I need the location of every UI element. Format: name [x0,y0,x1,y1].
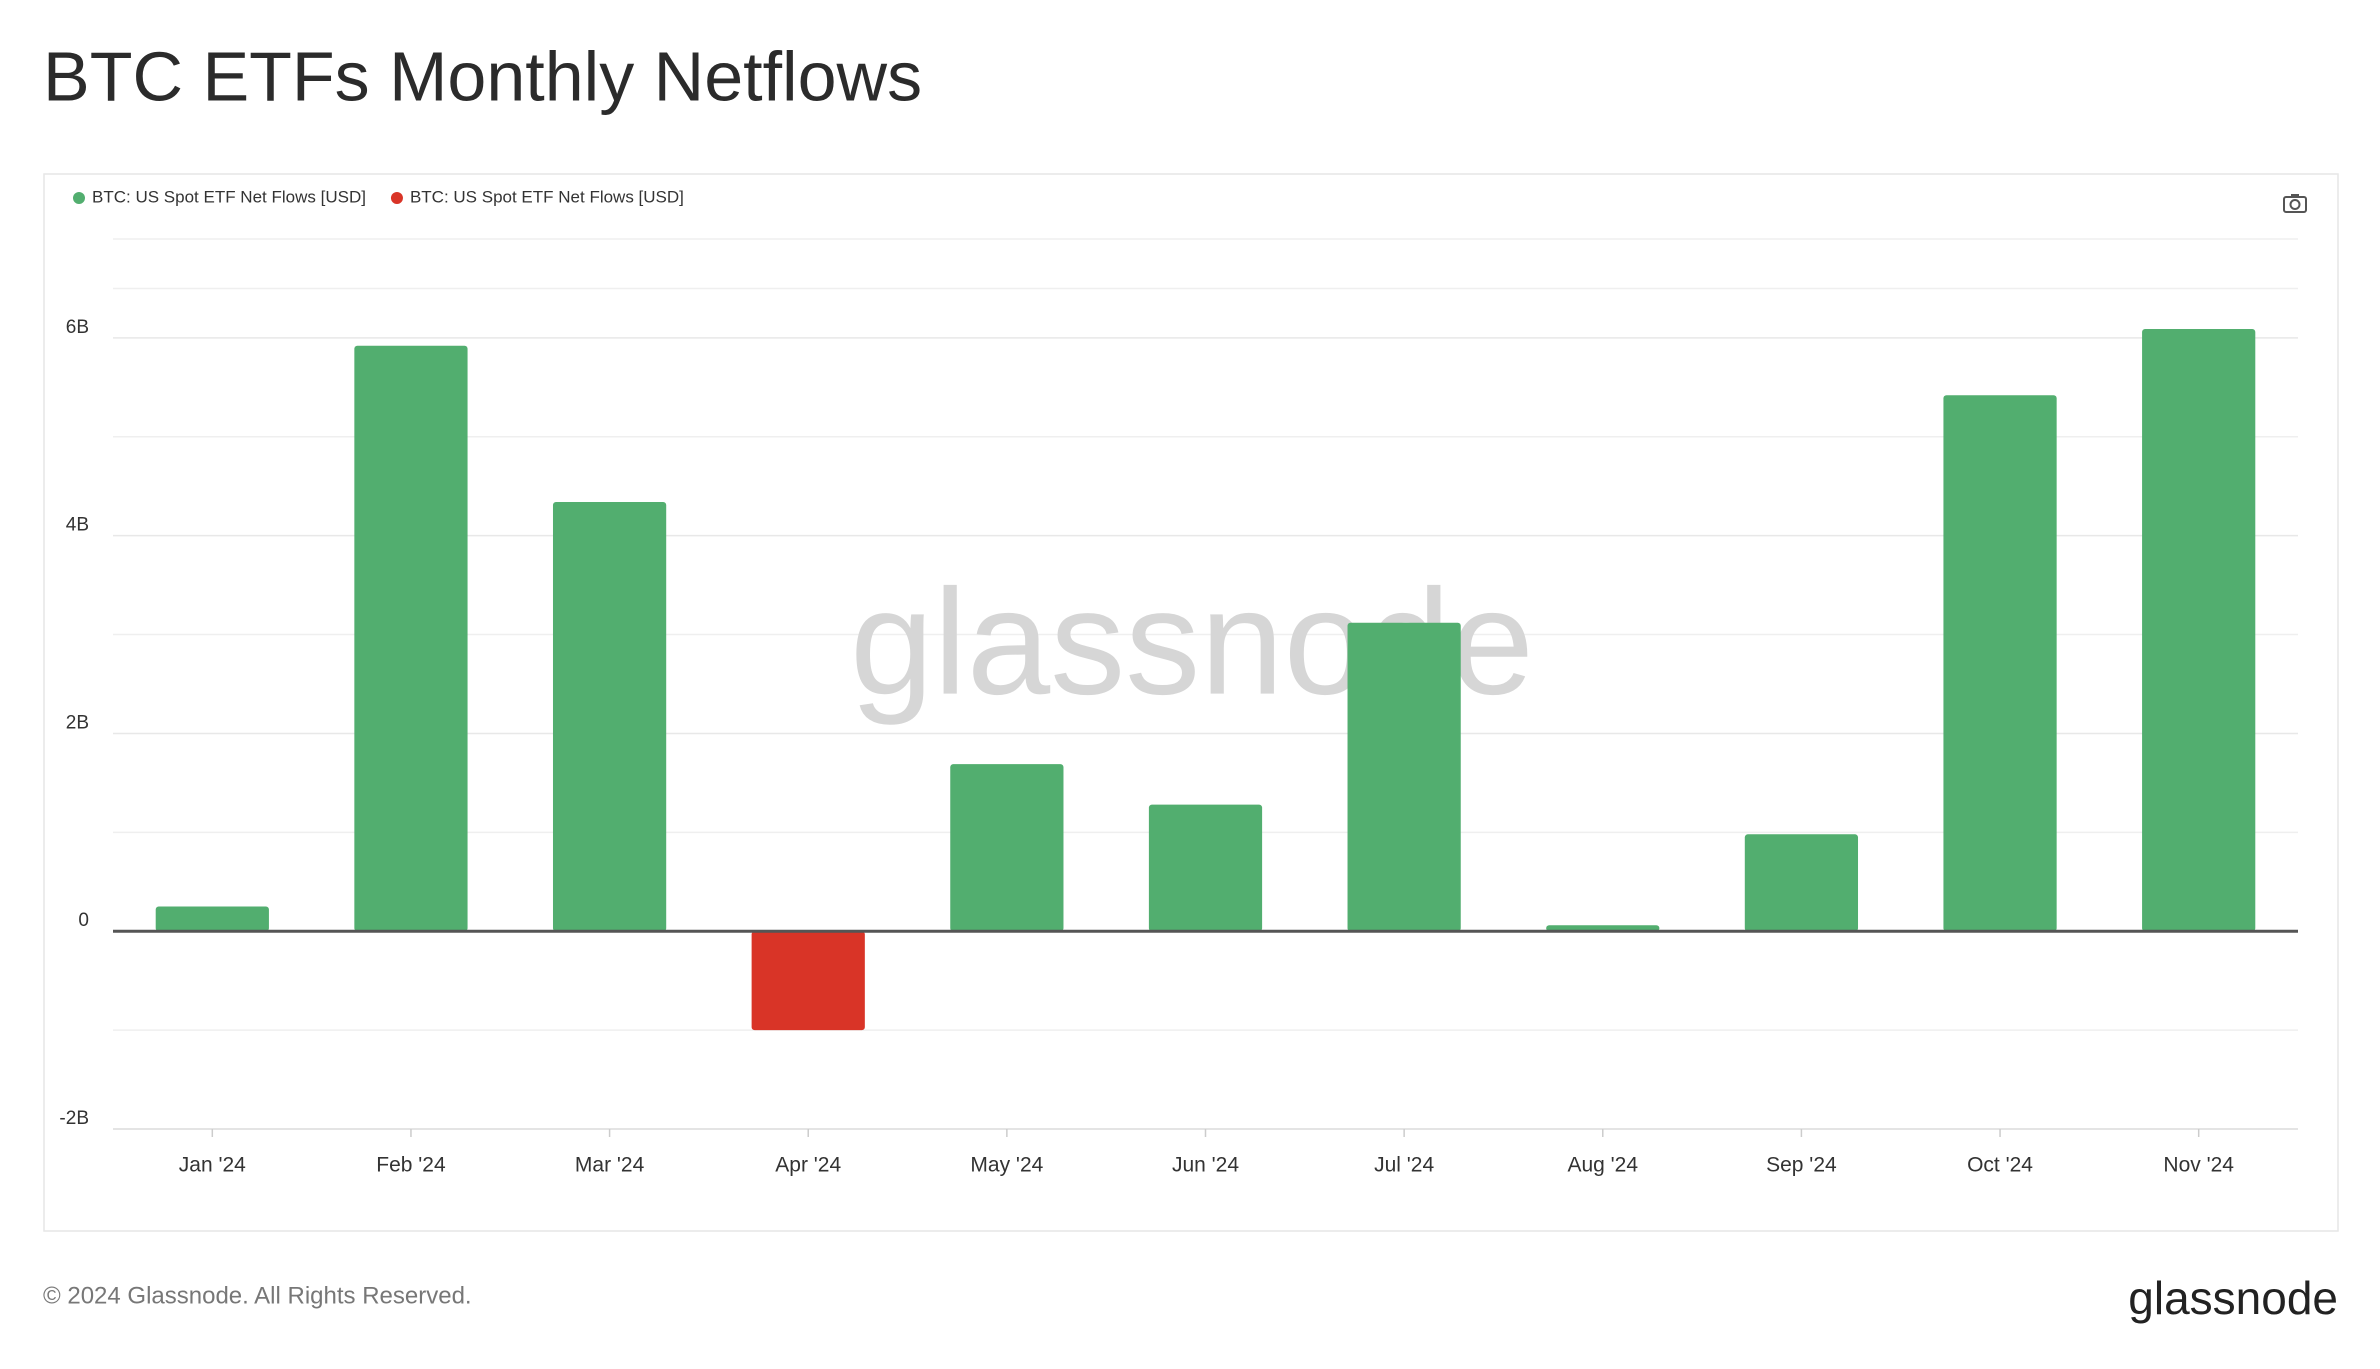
logo: glassnode [2128,1272,2338,1324]
copyright: © 2024 Glassnode. All Rights Reserved. [43,1282,472,1309]
camera-top[interactable] [2291,194,2299,197]
x-tick-label: Feb '24 [376,1154,446,1177]
y-tick-label: -2B [59,1108,89,1129]
bar [1148,804,1263,932]
camera-icon[interactable] [2283,194,2307,213]
chart-title: BTC ETFs Monthly Netflows [43,37,922,115]
x-tick-label: Jan '24 [179,1154,246,1177]
x-tick-label: Oct '24 [1967,1154,2033,1177]
y-tick-label: 0 [78,910,89,931]
x-tick-label: May '24 [970,1154,1043,1177]
x-tick-label: Sep '24 [1766,1154,1837,1177]
legend-swatch [73,192,85,204]
legend-label: BTC: US Spot ETF Net Flows [USD] [92,187,366,206]
bar [1744,834,1859,932]
bar [552,502,667,932]
bar [2142,328,2256,932]
camera-lens[interactable] [2289,199,2301,210]
y-tick-label: 6B [66,317,89,338]
x-tick-label: Aug '24 [1567,1154,1638,1177]
bar [1943,395,2057,932]
x-tick-label: Apr '24 [775,1154,841,1177]
y-tick-label: 2B [66,712,89,733]
legend-label: BTC: US Spot ETF Net Flows [USD] [410,187,684,206]
y-tick-label: 4B [66,515,89,536]
x-tick-label: Mar '24 [575,1154,645,1177]
bar [1347,622,1461,932]
bar [751,931,865,1031]
x-tick-label: Jun '24 [1172,1154,1239,1177]
bar [155,906,269,932]
bar [354,345,468,932]
legend-swatch [390,192,403,204]
x-tick-label: Nov '24 [2163,1154,2234,1177]
x-tick-label: Jul '24 [1374,1154,1434,1177]
bar [950,764,1064,932]
chart-frame [43,173,2339,1232]
